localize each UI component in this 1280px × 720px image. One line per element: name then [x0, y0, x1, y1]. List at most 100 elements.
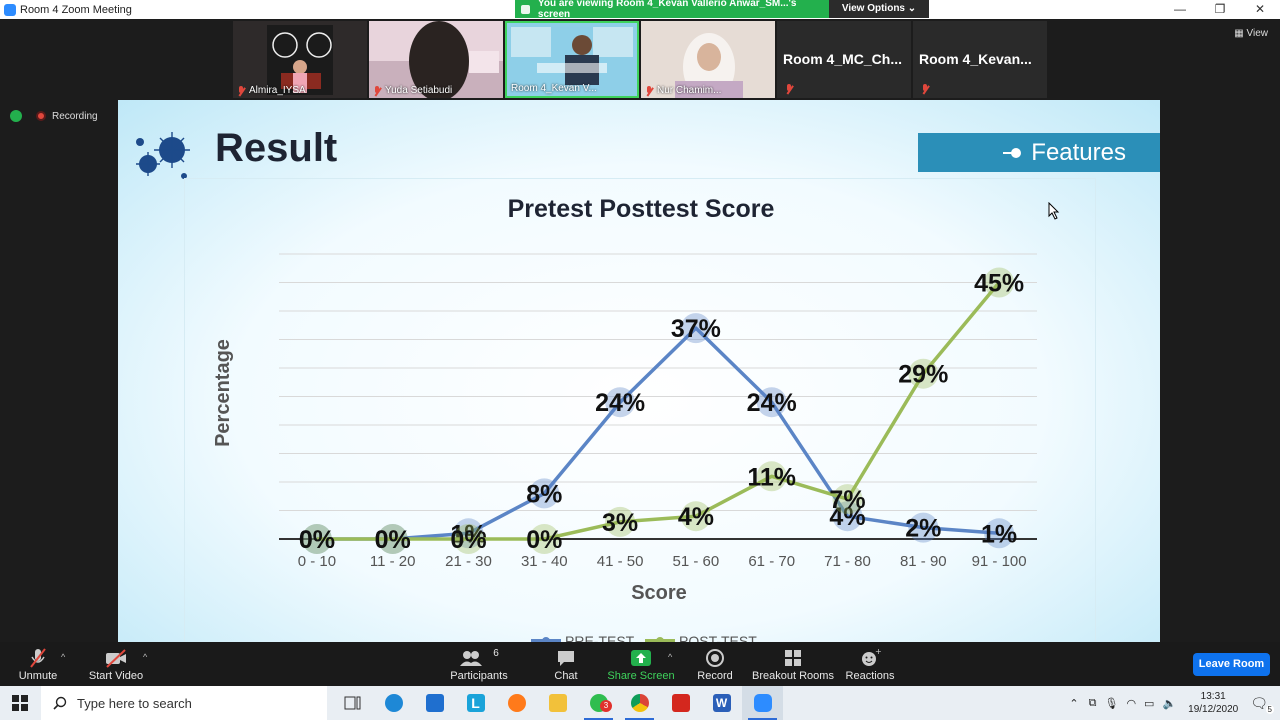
video-options-caret-icon[interactable]: ^ [143, 652, 148, 662]
unmute-button[interactable]: Unmute [18, 646, 58, 682]
mail-icon[interactable] [414, 686, 455, 720]
restore-icon[interactable]: ❐ [1214, 2, 1226, 16]
x-axis-label: Score [631, 582, 687, 604]
chart-title: Pretest Posttest Score [508, 195, 775, 223]
system-tray: ⌃ ⧉ 🎙 ◠ ▭ 🔈 13:31 19/12/2020 🗨 5 [1069, 686, 1280, 720]
participant-video [369, 21, 503, 98]
data-label: 4% [829, 503, 865, 531]
whatsapp-icon[interactable]: 3 [578, 686, 619, 720]
firefox-icon[interactable] [496, 686, 537, 720]
data-label: 0% [299, 526, 335, 554]
data-label: 29% [898, 361, 948, 389]
encryption-shield-icon[interactable] [10, 110, 22, 122]
participant-tile[interactable]: Almira_IYSA [233, 21, 367, 98]
data-point [984, 518, 1015, 549]
share-screen-label: Share Screen [607, 670, 675, 682]
share-screen-button[interactable]: Share Screen [606, 646, 676, 682]
breakout-rooms-label: Breakout Rooms [752, 670, 834, 682]
zoom-taskbar-icon[interactable] [742, 686, 783, 720]
data-point [680, 313, 711, 344]
x-tick-label: 81 - 90 [900, 553, 947, 570]
audio-options-caret-icon[interactable]: ^ [61, 652, 66, 662]
leave-room-button[interactable]: Leave Room [1193, 653, 1270, 676]
shared-screen-slide: Result Features Pretest Posttest Score P… [118, 100, 1160, 642]
features-button[interactable]: Features [918, 133, 1160, 172]
notification-count: 5 [1265, 704, 1274, 714]
participant-gallery: Almira_IYSA Yuda Setiabudi Room 4_Kevan … [233, 21, 1049, 98]
participants-count: 6 [493, 647, 499, 659]
file-explorer-icon[interactable] [537, 686, 578, 720]
data-label: 45% [974, 270, 1024, 298]
mouse-cursor-icon [1048, 202, 1060, 220]
x-tick-label: 71 - 80 [824, 553, 871, 570]
search-icon [53, 696, 67, 710]
data-label: 7% [829, 486, 865, 514]
tray-overflow-chevron-icon[interactable]: ⌃ [1069, 697, 1079, 710]
data-point [605, 387, 636, 418]
reactions-button[interactable]: + Reactions [845, 646, 895, 682]
data-label: 0% [526, 526, 562, 554]
breakout-rooms-icon [785, 650, 801, 666]
chat-button[interactable]: Chat [548, 646, 584, 682]
participant-tile[interactable]: Nur Chamim... [641, 21, 775, 98]
wifi-icon[interactable]: ◠ [1126, 697, 1137, 710]
data-point [377, 524, 408, 554]
recording-icon [36, 111, 46, 121]
data-point [832, 484, 863, 515]
taskbar-clock[interactable]: 13:31 19/12/2020 [1188, 690, 1238, 716]
data-point [605, 506, 636, 537]
participants-button[interactable]: 6 Participants [448, 646, 510, 683]
meet-now-icon[interactable]: ⧉ [1088, 696, 1097, 709]
clock-time: 13:31 [1200, 691, 1226, 702]
start-button[interactable] [0, 686, 40, 720]
data-label: 24% [595, 389, 645, 417]
x-tick-label: 91 - 100 [972, 553, 1027, 570]
share-options-caret-icon[interactable]: ^ [668, 652, 673, 662]
record-icon [706, 649, 724, 667]
microphone-tray-icon[interactable]: 🎙 [1104, 697, 1119, 710]
notification-center-icon[interactable]: 🗨 5 [1250, 694, 1274, 714]
participant-tile[interactable]: Room 4_MC_Ch... [777, 21, 911, 98]
chrome-icon[interactable] [619, 686, 660, 720]
legend-marker [656, 637, 664, 642]
slide-title: Result [215, 126, 338, 170]
chart-legend: PRE-TEST POST-TEST [531, 633, 757, 642]
data-label: 3% [602, 509, 638, 537]
l-app-icon[interactable]: L [455, 686, 496, 720]
minimize-icon[interactable]: — [1174, 2, 1186, 16]
x-tick-label: 0 - 10 [298, 553, 336, 570]
participants-label: Participants [450, 670, 508, 682]
virus-icon [136, 132, 190, 179]
x-tick-label: 31 - 40 [521, 553, 568, 570]
x-tick-label: 51 - 60 [673, 553, 720, 570]
volume-icon[interactable]: 🔈 [1162, 697, 1177, 710]
edge-browser-icon[interactable] [373, 686, 414, 720]
zoom-app-icon [4, 3, 16, 16]
view-options-button[interactable]: View Options ⌄ [829, 0, 929, 18]
participant-video [233, 21, 367, 98]
record-button[interactable]: Record [695, 646, 735, 682]
participant-tile[interactable]: Room 4_Kevan... [913, 21, 1047, 98]
series-line [316, 281, 1001, 541]
participant-tile[interactable]: Yuda Setiabudi [369, 21, 503, 98]
view-button[interactable]: ▦ View [1234, 28, 1268, 39]
word-icon[interactable]: W [701, 686, 742, 720]
start-video-button[interactable]: Start Video [86, 646, 146, 682]
chart-series: 0% 0% 1%8%24%37%24%4% 2% 1%0% 0% 0% 0%3% 4%11%7%… [299, 267, 1024, 554]
svg-text:+: + [875, 648, 881, 656]
participant-tile-active-speaker[interactable]: Room 4_Kevan V... [505, 21, 639, 98]
taskbar-search-box[interactable]: Type here to search [41, 686, 327, 720]
close-icon[interactable]: ✕ [1254, 2, 1266, 16]
task-view-icon[interactable] [332, 686, 373, 720]
data-point [984, 267, 1015, 298]
battery-icon[interactable]: ▭ [1144, 697, 1155, 710]
mic-muted-icon [785, 84, 793, 94]
breakout-rooms-button[interactable]: Breakout Rooms [752, 646, 834, 682]
mic-muted-icon [921, 84, 929, 94]
window-title: Room 4 Zoom Meeting [20, 3, 132, 16]
data-label: 1% [981, 520, 1017, 548]
acrobat-icon[interactable] [660, 686, 701, 720]
reactions-label: Reactions [845, 670, 895, 682]
shield-icon [521, 4, 530, 14]
chart-grid [279, 253, 1037, 540]
